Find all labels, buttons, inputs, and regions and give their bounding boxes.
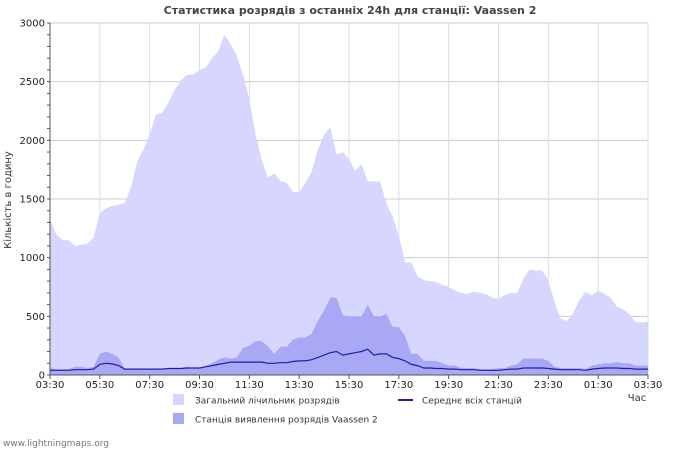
x-tick-label: 17:30: [384, 380, 413, 391]
x-tick-labels: 03:30 05:30 07:30 09:30 11:30 13:30 15:30 17:30…: [36, 380, 663, 391]
chart-title: Статистика розрядів з останніх 24h для с…: [164, 4, 537, 17]
y-tick-label: 500: [26, 312, 45, 323]
x-tick-label: 21:30: [484, 380, 513, 391]
x-tick-label: 05:30: [85, 380, 114, 391]
y-tick-label: 1000: [20, 253, 45, 264]
x-tick-label: 11:30: [235, 380, 264, 391]
series-lines: [50, 348, 648, 371]
x-tick-label: 23:30: [534, 380, 563, 391]
x-tick-label: 13:30: [285, 380, 314, 391]
x-tick-label: 19:30: [434, 380, 463, 391]
y-tick-label: 0: [39, 371, 45, 382]
x-tick-label: 01:30: [584, 380, 613, 391]
x-tick-label: 03:30: [36, 380, 65, 391]
y-tick-label: 2500: [20, 77, 45, 88]
x-tick-label: 07:30: [135, 380, 164, 391]
x-tick-label: 09:30: [185, 380, 214, 391]
legend-label: Станція виявлення розрядів Vaassen 2: [195, 416, 378, 426]
series-area-1: [50, 297, 648, 375]
axes: [47, 22, 649, 379]
series-line-2: [50, 348, 648, 371]
y-tick-labels: 0 500 1000 1500 2000 2500 3000: [20, 19, 45, 382]
y-tick-label: 1500: [20, 195, 45, 206]
legend-label: Загальний лічильник розрядів: [195, 397, 340, 407]
x-tick-label: 03:30: [634, 380, 663, 391]
legend: Загальний лічильник розрядів Середнє всіх…: [173, 394, 522, 426]
y-axis-label: Кількість в годину: [2, 151, 14, 249]
y-tick-label: 2000: [20, 136, 45, 147]
legend-label: Середнє всіх станцій: [422, 397, 522, 407]
legend-swatch: [173, 394, 184, 405]
y-tick-label: 3000: [20, 19, 45, 30]
footer-credit: www.lightningmaps.org: [3, 439, 109, 449]
legend-swatch: [173, 413, 184, 424]
x-tick-label: 15:30: [335, 380, 364, 391]
series-areas: [50, 34, 648, 375]
series-area-0: [50, 34, 648, 375]
x-axis-label: Час: [628, 393, 646, 404]
